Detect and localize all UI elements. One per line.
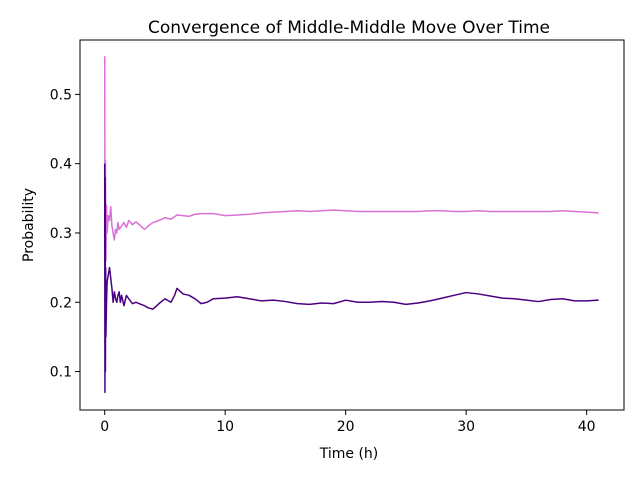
x-tick-label: 20 (337, 419, 355, 435)
x-tick-label: 0 (100, 419, 109, 435)
series-line-2 (103, 163, 599, 394)
x-tick-label: 10 (216, 419, 234, 435)
x-axis: 0 10 20 30 40 (100, 410, 596, 435)
y-tick-label: 0.4 (50, 157, 72, 173)
y-tick-label: 0.2 (50, 295, 72, 311)
x-tick-label: 30 (457, 419, 475, 435)
x-tick-label: 40 (578, 419, 596, 435)
plot-frame (79, 39, 625, 411)
x-axis-label: Time (h) (319, 446, 379, 462)
y-axis: 0.1 0.2 0.3 0.4 0.5 (50, 87, 80, 381)
y-tick-label: 0.1 (50, 365, 72, 381)
y-axis-label: Probability (21, 188, 37, 262)
chart-title: Convergence of Middle-Middle Move Over T… (148, 18, 550, 38)
y-tick-label: 0.5 (50, 87, 72, 103)
y-tick-label: 0.3 (50, 226, 72, 242)
series-layer (103, 56, 599, 394)
series-line-1 (103, 56, 599, 269)
